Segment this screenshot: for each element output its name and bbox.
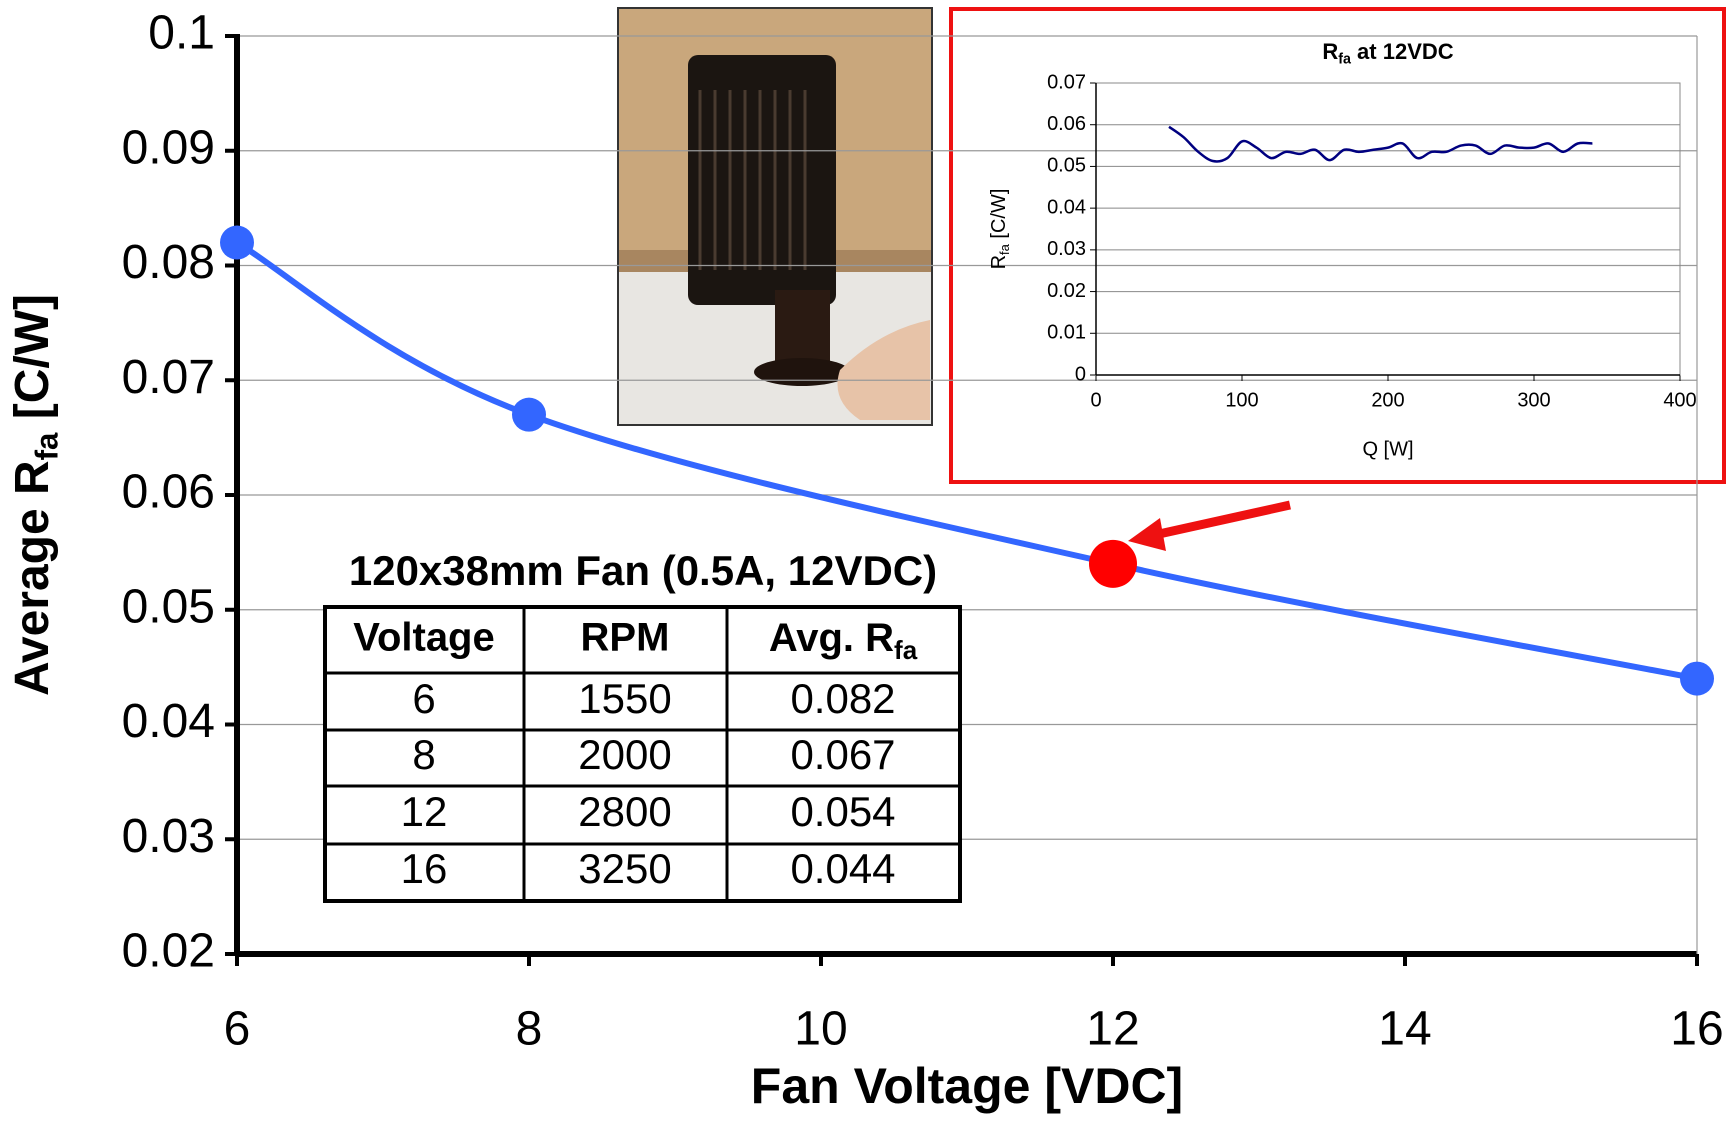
arrow	[1128, 500, 1291, 551]
y-tick-label: 0.09	[122, 121, 215, 174]
table-header-part: Avg. R	[769, 616, 894, 660]
table-cell: 16	[401, 845, 448, 892]
x-axis-label: Q [W]	[1362, 438, 1413, 460]
x-tick-label: 12	[1086, 1003, 1139, 1056]
y-tick-label: 0.06	[1047, 113, 1086, 135]
y-axis-label-part: fa	[30, 432, 65, 460]
table-cell: 2800	[578, 788, 671, 835]
data-point	[220, 225, 254, 260]
x-tick-label: 200	[1371, 389, 1404, 411]
y-axis-label-part: [C/W]	[6, 294, 59, 433]
y-axis-label-part: [C/W]	[988, 189, 1010, 245]
y-tick-label: 0.02	[122, 925, 215, 978]
data-line	[1168, 125, 1593, 163]
plot-frame	[1095, 82, 1681, 376]
y-axis-label-part: Average R	[6, 460, 59, 696]
chart-title-part: fa	[1338, 51, 1352, 67]
table-cell: 2000	[578, 731, 671, 778]
table-cell: 6	[412, 675, 435, 722]
x-tick-label: 16	[1670, 1003, 1723, 1056]
table-cell: 8	[412, 731, 435, 778]
y-tick-label: 0.07	[122, 351, 215, 404]
y-tick-label: 0.04	[122, 695, 215, 748]
table-cell: 12	[401, 788, 448, 835]
y-tick-label: 0.07	[1047, 71, 1086, 93]
x-tick-label: 14	[1378, 1003, 1431, 1056]
y-tick-label: 0.03	[1047, 238, 1086, 260]
photo	[617, 7, 933, 426]
y-tick-label: 0.06	[122, 466, 215, 519]
table-header: Voltage	[353, 616, 495, 660]
x-tick-label: 100	[1225, 389, 1258, 411]
y-tick-label: 0.01	[1047, 322, 1086, 344]
table: 120x38mm Fan (0.5A, 12VDC) Voltage RPM Avg…	[323, 547, 962, 903]
y-axis-label-part: fa	[997, 243, 1012, 255]
x-tick-label: 10	[794, 1003, 847, 1056]
table-header: RPM	[581, 616, 670, 660]
data-line	[235, 239, 1698, 682]
x-tick-label: 300	[1517, 389, 1550, 411]
table-header: Avg. Rfa	[769, 616, 918, 665]
y-axis-label: Average Rfa [C/W]	[6, 294, 65, 696]
chart-title: Rfa at 12VDC	[1322, 39, 1453, 68]
table-title: 120x38mm Fan (0.5A, 12VDC)	[349, 547, 937, 594]
table-cell: 0.082	[790, 675, 895, 722]
y-tick-label: 0.05	[122, 580, 215, 633]
table-cell: 0.067	[790, 731, 895, 778]
table-cell: 3250	[578, 845, 671, 892]
y-tick-label: 0.04	[1047, 196, 1086, 218]
y-tick-label: 0.03	[122, 810, 215, 863]
y-tick-label: 0.1	[148, 7, 215, 60]
x-tick-label: 8	[516, 1003, 543, 1056]
table-header-part: fa	[894, 635, 918, 665]
x-tick-label: 400	[1663, 389, 1696, 411]
y-tick-label: 0	[1075, 363, 1086, 385]
data-point	[1680, 661, 1714, 696]
table-cell: 1550	[578, 675, 671, 722]
y-tick-label: 0.05	[1047, 155, 1086, 177]
y-tick-label: 0.02	[1047, 280, 1086, 302]
chart-title-part: R	[1322, 39, 1338, 64]
y-axis-label-part: R	[988, 255, 1010, 269]
data-point	[512, 397, 546, 432]
y-tick-label: 0.08	[122, 236, 215, 289]
table-cell: 0.044	[790, 845, 895, 892]
inset-frame	[949, 7, 1726, 484]
chart-title-part: at 12VDC	[1351, 39, 1454, 64]
x-tick-label: 6	[224, 1003, 251, 1056]
x-tick-label: 0	[1090, 389, 1101, 411]
y-axis-label: Rfa [C/W]	[988, 189, 1012, 270]
data-point	[1089, 539, 1137, 588]
table-cell: 0.054	[790, 788, 895, 835]
x-axis-label: Fan Voltage [VDC]	[751, 1058, 1183, 1114]
